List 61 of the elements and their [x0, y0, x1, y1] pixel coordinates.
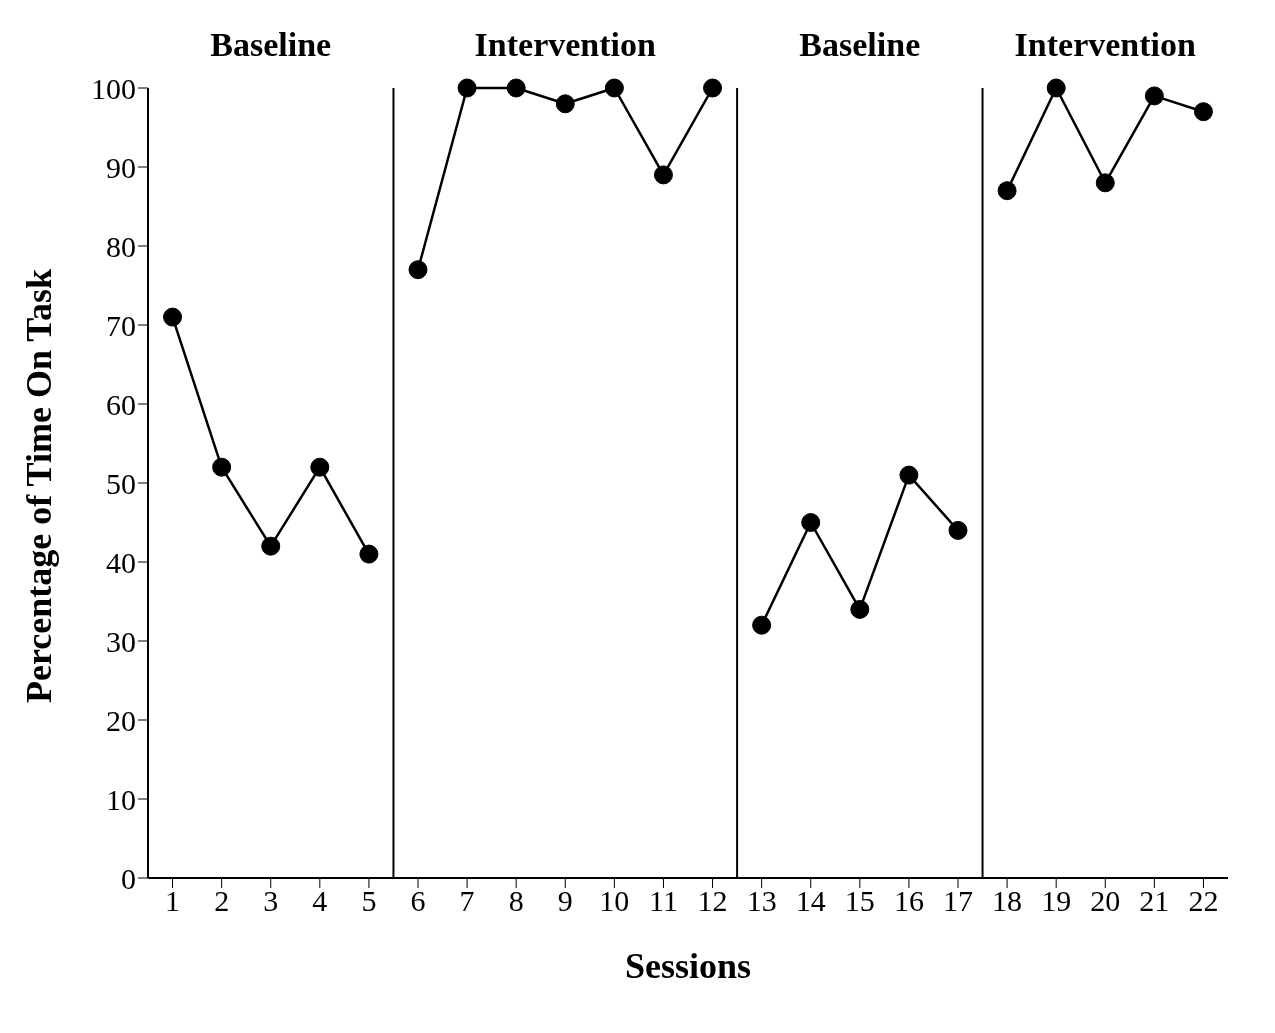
x-tick-label: 15	[844, 884, 875, 918]
point	[310, 457, 330, 477]
point	[1046, 78, 1066, 98]
y-tick-label: 70	[106, 308, 136, 342]
point	[359, 544, 379, 564]
y-tick-label: 20	[106, 703, 136, 737]
x-tick-label: 6	[410, 884, 426, 918]
x-tick-label: 19	[1041, 884, 1072, 918]
x-tick-label: 2	[214, 884, 230, 918]
text: Intervention	[1013, 26, 1197, 64]
y-tick-label: 50	[106, 466, 136, 500]
x-tick-label: 21	[1139, 884, 1170, 918]
text: Baseline	[798, 26, 922, 64]
x-tick-label: 16	[893, 884, 924, 918]
x-tick-label: 22	[1188, 884, 1219, 918]
x-tick-label: 9	[557, 884, 573, 918]
x-tick-label: 8	[508, 884, 524, 918]
point	[850, 599, 870, 619]
x-tick-label: 13	[746, 884, 777, 918]
x-tick-label: 4	[312, 884, 328, 918]
x-tick-label: 17	[943, 884, 973, 918]
point	[163, 307, 183, 327]
x-tick-label: 11	[649, 884, 678, 918]
x-tick-label: 1	[165, 884, 181, 918]
point	[1095, 173, 1115, 193]
point	[212, 457, 232, 477]
point	[604, 78, 624, 98]
point	[752, 615, 772, 635]
point	[457, 78, 477, 98]
point	[408, 260, 428, 280]
y-tick-label: 100	[91, 71, 136, 105]
x-axis-title: Sessions	[624, 946, 752, 986]
point	[948, 520, 968, 540]
x-tick-label: 14	[795, 884, 826, 918]
text: Intervention	[473, 26, 657, 64]
y-tick-label: 10	[106, 782, 136, 816]
y-tick-label: 60	[106, 387, 136, 421]
point	[261, 536, 281, 556]
x-tick-label: 5	[361, 884, 377, 918]
y-tick-label: 0	[121, 861, 136, 895]
point	[506, 78, 526, 98]
point	[801, 513, 821, 532]
x-tick-label: 3	[263, 884, 279, 918]
point	[997, 181, 1017, 201]
y-tick-label: 80	[106, 229, 136, 263]
x-tick-label: 12	[697, 884, 728, 918]
x-tick-label: 18	[992, 884, 1023, 918]
text: Baseline	[209, 26, 333, 64]
x-tick-label: 10	[599, 884, 630, 918]
point	[703, 78, 723, 98]
y-tick-label: 40	[106, 545, 136, 579]
point	[899, 465, 919, 485]
x-tick-label: 7	[459, 884, 475, 918]
point	[653, 165, 673, 185]
y-tick-label: 30	[106, 624, 136, 658]
x-tick-label: 20	[1090, 884, 1121, 918]
point	[1144, 86, 1164, 106]
point	[1193, 102, 1213, 122]
y-tick-label: 90	[106, 150, 136, 184]
y-axis-title: Percentage of Time On Task	[18, 268, 59, 703]
point	[555, 94, 575, 114]
